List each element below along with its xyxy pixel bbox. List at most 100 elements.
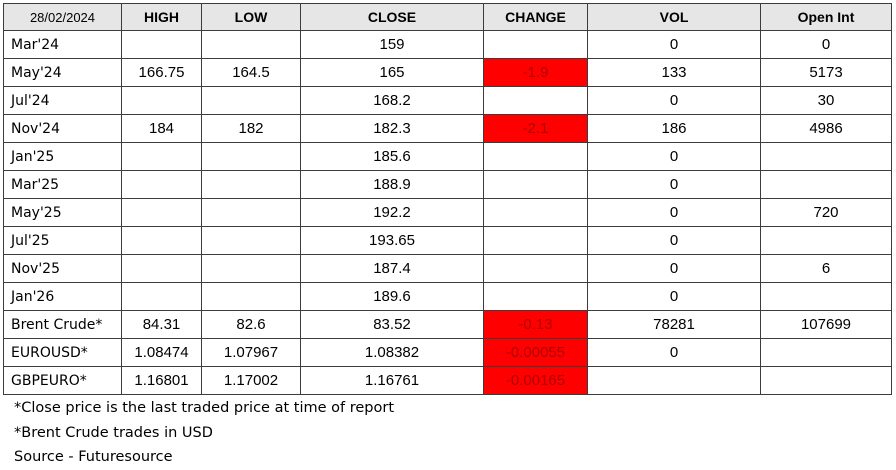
high-cell (121, 282, 202, 311)
vol-cell: 0 (587, 282, 761, 311)
change-cell: -0.00055 (483, 338, 588, 367)
high-cell (121, 226, 202, 255)
open-int-cell: 30 (760, 86, 892, 115)
close-cell: 182.3 (300, 114, 484, 143)
change-cell (483, 254, 588, 283)
close-column-header: CLOSE (300, 3, 484, 31)
vol-cell: 0 (587, 226, 761, 255)
close-cell: 192.2 (300, 198, 484, 227)
close-cell: 159 (300, 30, 484, 59)
row-name-cell: Brent Crude* (3, 310, 122, 339)
change-cell: -0.13 (483, 310, 588, 339)
vol-column-header: VOL (587, 3, 761, 31)
low-cell (201, 170, 301, 199)
vol-cell: 0 (587, 86, 761, 115)
close-cell: 1.08382 (300, 338, 484, 367)
open-int-cell (760, 226, 892, 255)
low-cell: 82.6 (201, 310, 301, 339)
low-cell (201, 142, 301, 171)
change-cell (483, 198, 588, 227)
table-row: GBPEURO* 1.16801 1.17002 1.16761 -0.00165 (3, 366, 892, 395)
close-cell: 83.52 (300, 310, 484, 339)
close-cell: 165 (300, 58, 484, 87)
table-row: Jan'26 189.6 0 (3, 282, 892, 311)
futures-price-table: 28/02/2024 HIGH LOW CLOSE CHANGE VOL Ope… (3, 3, 892, 395)
open-int-column-header: Open Int (760, 3, 892, 31)
table-row: Nov'25 187.4 0 6 (3, 254, 892, 283)
high-cell: 1.08474 (121, 338, 202, 367)
open-int-cell (760, 282, 892, 311)
close-cell: 188.9 (300, 170, 484, 199)
high-cell (121, 198, 202, 227)
row-name-cell: Mar'25 (3, 170, 122, 199)
high-cell (121, 86, 202, 115)
low-cell (201, 226, 301, 255)
open-int-cell: 107699 (760, 310, 892, 339)
vol-cell: 0 (587, 142, 761, 171)
row-name-cell: GBPEURO* (3, 366, 122, 395)
vol-cell: 0 (587, 338, 761, 367)
table-row: Jul'25 193.65 0 (3, 226, 892, 255)
table-row: Jul'24 168.2 0 30 (3, 86, 892, 115)
high-column-header: HIGH (121, 3, 202, 31)
table-row: Mar'25 188.9 0 (3, 170, 892, 199)
open-int-cell: 0 (760, 30, 892, 59)
vol-cell: 0 (587, 254, 761, 283)
brent-currency-footnote: *Brent Crude trades in USD (14, 424, 213, 441)
high-cell (121, 170, 202, 199)
row-name-cell: Nov'25 (3, 254, 122, 283)
source-footnote: Source - Futuresource (14, 449, 173, 465)
row-name-cell: Jan'25 (3, 142, 122, 171)
change-column-header: CHANGE (483, 3, 588, 31)
close-cell: 168.2 (300, 86, 484, 115)
vol-cell: 0 (587, 170, 761, 199)
high-cell: 166.75 (121, 58, 202, 87)
close-cell: 193.65 (300, 226, 484, 255)
open-int-cell (760, 338, 892, 367)
close-price-footnote: *Close price is the last traded price at… (14, 400, 395, 416)
table-header-row: 28/02/2024 HIGH LOW CLOSE CHANGE VOL Ope… (3, 3, 892, 31)
close-cell: 185.6 (300, 142, 484, 171)
row-name-cell: Jul'25 (3, 226, 122, 255)
open-int-cell: 5173 (760, 58, 892, 87)
change-cell (483, 86, 588, 115)
open-int-cell: 4986 (760, 114, 892, 143)
table-row: Brent Crude* 84.31 82.6 83.52 -0.13 78281 1076… (3, 310, 892, 339)
high-cell (121, 142, 202, 171)
low-cell: 182 (201, 114, 301, 143)
table-row: May'24 166.75 164.5 165 -1.9 133 5173 (3, 58, 892, 87)
open-int-cell: 720 (760, 198, 892, 227)
change-cell (483, 282, 588, 311)
high-cell (121, 254, 202, 283)
row-name-cell: EUROUSD* (3, 338, 122, 367)
close-cell: 1.16761 (300, 366, 484, 395)
change-cell: -1.9 (483, 58, 588, 87)
row-name-cell: Jul'24 (3, 86, 122, 115)
low-cell: 1.07967 (201, 338, 301, 367)
footnotes: *Close price is the last traded price at… (14, 396, 394, 470)
low-cell (201, 254, 301, 283)
open-int-cell (760, 170, 892, 199)
vol-cell: 78281 (587, 310, 761, 339)
table-body: Mar'24 159 0 0 May'24 166.75 164.5 165 -1.9 133 51… (3, 30, 892, 395)
vol-cell: 0 (587, 198, 761, 227)
row-name-cell: Nov'24 (3, 114, 122, 143)
row-name-cell: Mar'24 (3, 30, 122, 59)
low-cell (201, 30, 301, 59)
low-cell: 1.17002 (201, 366, 301, 395)
open-int-cell (760, 142, 892, 171)
report-date-header: 28/02/2024 (3, 3, 122, 31)
vol-cell: 186 (587, 114, 761, 143)
table-row: Jan'25 185.6 0 (3, 142, 892, 171)
row-name-cell: May'25 (3, 198, 122, 227)
vol-cell (587, 366, 761, 395)
high-cell (121, 30, 202, 59)
low-cell (201, 282, 301, 311)
row-name-cell: May'24 (3, 58, 122, 87)
row-name-cell: Jan'26 (3, 282, 122, 311)
change-cell (483, 30, 588, 59)
change-cell: -2.1 (483, 114, 588, 143)
vol-cell: 133 (587, 58, 761, 87)
high-cell: 184 (121, 114, 202, 143)
high-cell: 1.16801 (121, 366, 202, 395)
